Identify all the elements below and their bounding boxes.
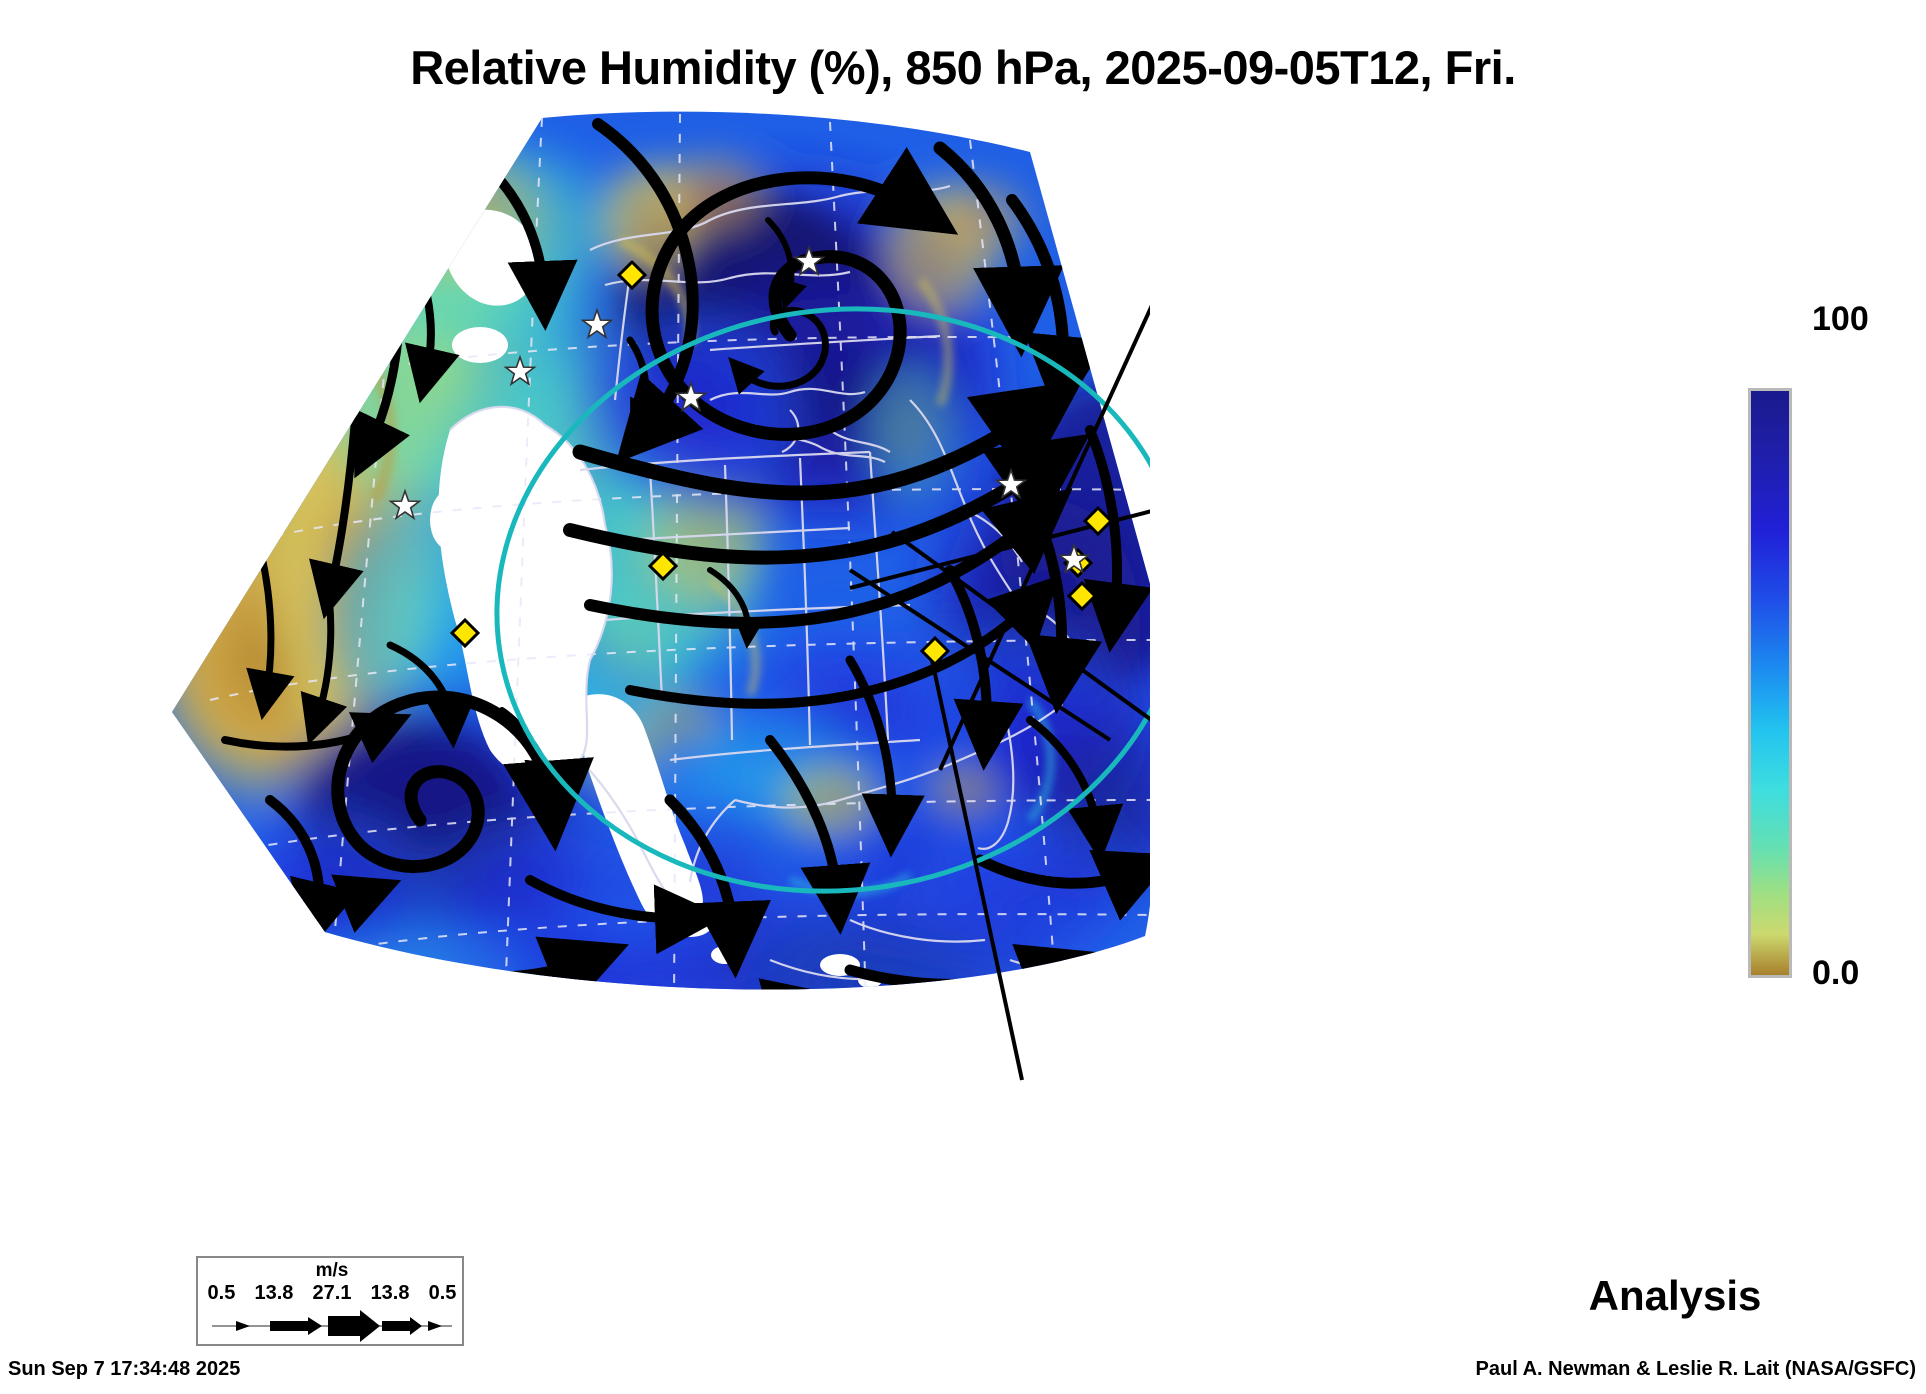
station-marker-diamond[interactable] [616,259,648,291]
station-marker-star[interactable] [580,307,614,340]
wind-arrow-scale [212,1310,452,1342]
station-marker-star[interactable] [388,488,422,521]
page-title: Relative Humidity (%), 850 hPa, 2025-09-… [410,41,1516,94]
wind-tick-1: 13.8 [254,1282,294,1304]
station-marker-diamond[interactable] [1082,505,1114,537]
humidity-shading-layer [172,111,1150,990]
station-marker-star[interactable] [674,380,708,413]
track-line-2 [849,509,1150,590]
wind-tick-2: 27.1 [312,1282,352,1304]
station-marker-diamond[interactable] [647,550,679,582]
station-marker-diamond[interactable] [1066,580,1098,612]
wind-tick-0: 0.5 [207,1282,236,1304]
station-marker-star[interactable] [503,354,537,387]
author-credit: Paul A. Newman & Leslie R. Lait (NASA/GS… [1475,1358,1916,1380]
track-line-4 [930,659,1024,1081]
render-timestamp: Sun Sep 7 17:34:48 2025 [8,1358,241,1380]
track-line-1 [938,304,1150,771]
station-marker-star[interactable] [1057,542,1091,575]
station-marker-diamond[interactable] [449,617,481,649]
station-diamond-markers[interactable] [449,259,1114,667]
wind-tick-3: 13.8 [370,1282,410,1304]
map-panel[interactable] [150,100,1150,1100]
station-marker-star[interactable] [792,244,826,277]
streamline-layer [205,118,1150,990]
colorbar-min-label: 0.0 [1812,954,1860,992]
station-marker-star[interactable] [994,467,1028,500]
track-lines-layer [848,304,1150,1081]
wind-speed-legend: m/s 0.5 13.8 27.1 13.8 0.5 [196,1256,464,1346]
wind-legend-unit: m/s [315,1260,349,1281]
product-label: Analysis [1588,1272,1762,1319]
colorbar-gradient [1751,391,1789,975]
weather-map[interactable] [150,100,1150,1100]
range-ring [494,306,1150,894]
wind-legend-ticks: 0.5 13.8 27.1 13.8 0.5 [198,1282,466,1305]
station-marker-diamond[interactable] [919,635,951,667]
colorbar-max-label: 100 [1812,300,1869,338]
track-line-3 [890,530,1150,722]
colorbar[interactable] [1748,388,1792,978]
station-star-markers[interactable] [388,244,1150,575]
track-line-5 [848,568,1112,742]
range-ring-layer [494,306,1150,894]
wind-tick-4: 0.5 [428,1282,457,1304]
